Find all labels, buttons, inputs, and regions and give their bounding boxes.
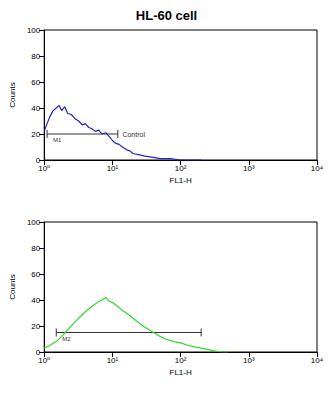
svg-text:80: 80: [31, 52, 40, 61]
svg-text:10²: 10²: [175, 164, 187, 173]
svg-text:M2: M2: [62, 336, 71, 342]
svg-text:10²: 10²: [175, 356, 187, 365]
svg-text:10⁴: 10⁴: [311, 164, 324, 173]
svg-text:10⁰: 10⁰: [38, 164, 50, 173]
svg-text:100: 100: [27, 218, 41, 227]
svg-text:0: 0: [35, 347, 41, 357]
svg-text:20: 20: [31, 130, 40, 139]
svg-text:FL1-H: FL1-H: [170, 368, 192, 377]
svg-text:100: 100: [27, 26, 41, 35]
svg-text:10⁰: 10⁰: [38, 356, 50, 365]
svg-text:Control: Control: [122, 131, 145, 138]
svg-text:M1: M1: [53, 137, 62, 143]
svg-text:10¹: 10¹: [107, 356, 119, 365]
svg-text:20: 20: [31, 322, 40, 331]
svg-text:60: 60: [31, 270, 40, 279]
svg-text:FL1-H: FL1-H: [170, 176, 192, 185]
svg-text:40: 40: [31, 296, 40, 305]
svg-text:10¹: 10¹: [107, 164, 119, 173]
svg-text:HL-60 cell: HL-60 cell: [136, 8, 197, 23]
svg-text:Counts: Counts: [8, 274, 17, 299]
svg-text:10³: 10³: [243, 164, 255, 173]
svg-text:10⁴: 10⁴: [311, 356, 324, 365]
svg-text:80: 80: [31, 244, 40, 253]
svg-text:Counts: Counts: [8, 82, 17, 107]
svg-text:60: 60: [31, 78, 40, 87]
svg-text:40: 40: [31, 104, 40, 113]
svg-text:10³: 10³: [243, 356, 255, 365]
svg-text:0: 0: [35, 155, 41, 165]
